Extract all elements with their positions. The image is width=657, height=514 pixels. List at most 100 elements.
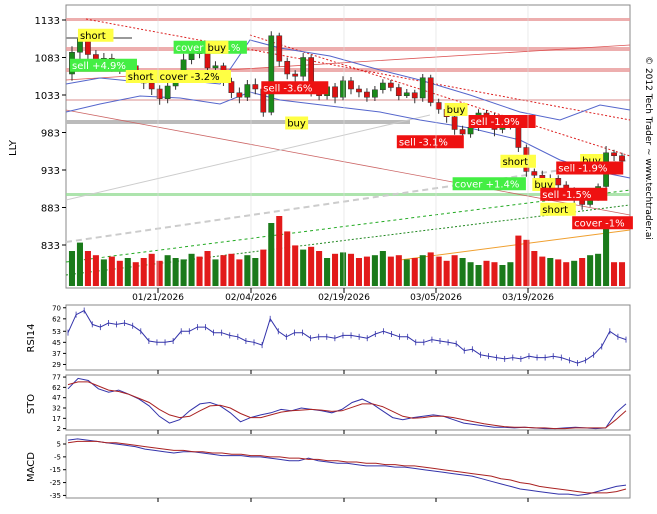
signal-text: buy [534,180,553,191]
volume-bar [547,258,554,286]
sto-panel [65,374,631,431]
volume-bar [132,262,139,286]
volume-bar [124,258,131,286]
macd-axis: 5 -5 -15 -25 -35 [50,441,66,500]
volume-bar [140,258,147,286]
signal-label: buy [285,116,309,130]
candle-body [348,80,354,90]
candle-body [467,127,474,135]
volume-bar [76,242,83,286]
candle-body [372,89,378,98]
volume-bar [220,255,227,286]
volume-bar [467,262,474,286]
candle-body [531,171,538,176]
volume-bar [164,255,171,286]
candle-body [276,35,283,62]
date-axis: 01/21/2026 02/04/2026 02/19/2026 03/05/2026… [132,5,554,502]
price-tick-label: 1133 [35,16,60,27]
candle-body [451,116,458,130]
candle-body [427,77,434,103]
volume-bar [148,253,155,286]
volume-bar [411,258,418,286]
volume-bar [228,253,235,286]
volume-bar [84,251,91,286]
price-tick-label: 1083 [35,54,60,65]
volume-bar [491,262,498,286]
sto-tick-label: 32 [52,405,61,413]
rsi-tick-label: 62 [52,315,61,323]
volume-bar [276,216,283,286]
volume-bar [292,245,299,286]
price-tick-label: 1033 [35,91,60,102]
candle-body [156,88,163,99]
candle-body [379,82,386,90]
volume-bar [451,255,458,286]
volume-bar [523,239,530,286]
candle-body [228,81,235,93]
signal-text: sell -3.1% [399,137,448,148]
rsi-tick-label: 45 [52,339,61,347]
price-tick-label: 883 [41,204,60,215]
signal-text: cover -3.2% [160,72,220,83]
macd-tick-label: -35 [50,492,61,500]
candle-body [300,57,307,77]
date-tick-label: 01/21/2026 [132,293,184,303]
candle-body [459,129,466,135]
signal-label: sell -1.9% [468,115,536,128]
volume-bar [156,260,163,286]
candle-body [356,88,362,93]
signal-text: short [502,157,528,168]
signal-text: sell -1.9% [558,164,607,175]
price-axis: 1133 1083 1033 983 933 883 833 [35,16,66,252]
volume-bar [196,256,203,286]
signal-label: cover -1% [572,216,633,230]
volume-bar [363,256,370,286]
volume-bar [300,249,307,286]
signal-label: short [540,202,576,216]
volume-bar [603,225,610,286]
volume-bar [260,249,267,286]
signal-text: cover +1.4% [455,179,520,190]
volume-bar [515,235,522,286]
volume-bar [188,253,195,286]
price-tick-label: 933 [41,166,60,177]
rsi-tick-label: 37 [52,350,61,358]
signal-text: sell -1.9% [471,117,520,128]
volume-bar [308,246,315,286]
volume-bar [324,258,331,286]
watermark: © 2012 Tech Trader ~ www.techtrader.ai [643,56,653,240]
signal-text: sell -3.6% [263,83,312,94]
candle-body [212,65,219,69]
signal-label: buy [444,103,468,116]
volume-bar [387,256,394,286]
signal-text: short [80,31,106,42]
volume-bar [284,231,291,286]
candle-body [164,85,171,99]
signal-text: short [128,72,154,83]
price-ylabel: LLY [8,139,19,156]
signal-label: buy [205,40,229,54]
sto-tick-label: 62 [52,384,61,392]
date-tick-label: 03/19/2026 [502,293,554,303]
candle-body [419,77,426,99]
signal-text: buy [447,105,466,116]
candle-body [148,82,155,90]
candle-body [387,82,394,88]
signal-label: sell -1.9% [556,161,624,175]
volume-bar [204,251,211,286]
signal-label: cover +1.4% [452,177,526,191]
volume-bar [499,265,506,286]
date-tick-label: 03/05/2026 [410,293,462,303]
volume-bar [403,259,410,286]
macd-tick-label: -25 [50,479,61,487]
candle-body [332,86,338,98]
volume-bar [236,259,243,286]
volume-bar [252,258,259,286]
signal-label: sell -3.6% [261,81,329,95]
volume-bar [579,258,586,286]
sto-tick-label: 47 [52,394,61,402]
candle-body [435,102,442,110]
volume-bar [332,253,339,286]
volume-bar [595,253,602,286]
